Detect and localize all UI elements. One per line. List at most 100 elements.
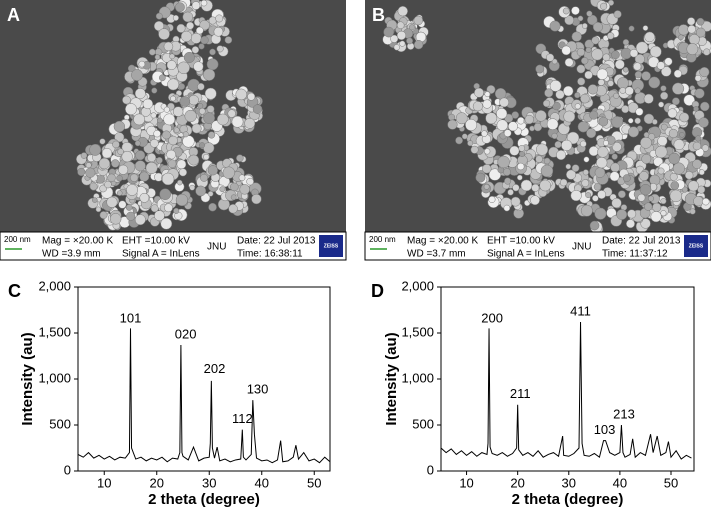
- particle: [563, 85, 574, 97]
- particle: [455, 136, 463, 145]
- info-date: Date: 22 Jul 2013: [602, 236, 681, 247]
- particle: [678, 34, 684, 41]
- particle: [118, 200, 127, 209]
- particle: [701, 144, 709, 152]
- particle: [655, 145, 668, 159]
- particle: [531, 183, 540, 192]
- particle: [582, 169, 589, 176]
- particle: [236, 154, 244, 162]
- particle: [252, 104, 263, 114]
- particle: [644, 202, 653, 211]
- particle: [247, 92, 256, 101]
- particle: [626, 219, 635, 229]
- x-axis-title: 2 theta (degree): [512, 491, 624, 508]
- particle: [151, 87, 158, 94]
- particle: [551, 132, 558, 140]
- particle: [101, 147, 113, 159]
- particle: [697, 185, 706, 194]
- y-tick-label: 1,000: [401, 370, 434, 385]
- particle: [182, 135, 195, 148]
- logo-box: [684, 235, 708, 257]
- particle: [251, 193, 262, 205]
- particle: [581, 23, 588, 29]
- particle: [396, 30, 407, 41]
- particle: [135, 150, 146, 161]
- particle: [503, 204, 511, 212]
- particle: [543, 157, 551, 165]
- particle: [134, 214, 146, 226]
- particle: [222, 166, 235, 179]
- particle: [484, 148, 491, 155]
- particle: [584, 70, 593, 80]
- x-axis-title: 2 theta (degree): [148, 491, 260, 508]
- info-mag: Mag = ×20.00 K: [42, 236, 113, 247]
- particle: [551, 58, 558, 65]
- particle: [581, 57, 589, 65]
- particle: [597, 146, 609, 158]
- particle: [637, 193, 646, 202]
- particle: [413, 15, 424, 26]
- particle: [230, 194, 237, 201]
- particle: [470, 145, 479, 154]
- particle: [629, 48, 639, 58]
- particle: [85, 162, 92, 169]
- particle: [660, 85, 667, 92]
- particle: [488, 195, 496, 204]
- particle: [170, 95, 176, 102]
- particle: [139, 192, 150, 203]
- scale-label: 200 nm: [369, 235, 396, 244]
- particle: [641, 71, 651, 81]
- particle: [134, 160, 146, 172]
- particle: [517, 116, 525, 125]
- particle: [533, 122, 543, 132]
- particle: [509, 145, 520, 156]
- particle: [150, 112, 157, 119]
- y-tick-label: 0: [427, 462, 434, 477]
- particle: [98, 157, 111, 170]
- particle: [131, 69, 143, 81]
- particle: [565, 163, 572, 170]
- particle: [611, 153, 618, 160]
- particle: [497, 155, 510, 169]
- particle: [658, 101, 665, 108]
- y-tick-label: 500: [412, 416, 434, 431]
- particle: [208, 202, 217, 212]
- particle: [669, 172, 678, 181]
- particle: [95, 206, 102, 213]
- y-tick-label: 0: [64, 462, 71, 477]
- particle: [660, 91, 669, 100]
- particle: [689, 208, 696, 215]
- particle: [159, 188, 171, 200]
- particle: [161, 172, 175, 186]
- particle: [668, 128, 678, 139]
- particle: [117, 148, 124, 155]
- particle: [125, 103, 137, 116]
- info-signal: Signal A = InLens: [487, 249, 565, 260]
- particle: [397, 6, 408, 17]
- particle: [180, 30, 193, 42]
- particle: [640, 136, 652, 149]
- particle: [549, 20, 561, 32]
- particle: [91, 197, 98, 203]
- particle: [510, 196, 521, 207]
- particle: [544, 88, 554, 98]
- particle: [99, 211, 108, 220]
- particle: [125, 204, 133, 211]
- particle: [700, 101, 710, 112]
- particle: [677, 24, 690, 36]
- particle: [622, 174, 631, 183]
- x-tick-label: 20: [150, 475, 164, 490]
- particle: [215, 14, 224, 23]
- particle: [627, 209, 637, 219]
- particle: [104, 180, 112, 189]
- particle: [516, 174, 523, 181]
- particle: [448, 113, 456, 121]
- sem-panel: A 200 nm Mag = ×20.00 K WD =3.9 mm EHT =10.0…: [0, 0, 347, 261]
- particle: [197, 103, 204, 109]
- particle: [648, 195, 655, 202]
- particle: [163, 41, 174, 52]
- x-tick-label: 50: [307, 475, 321, 490]
- particle: [163, 106, 170, 113]
- particle: [571, 6, 580, 15]
- particle: [219, 186, 226, 193]
